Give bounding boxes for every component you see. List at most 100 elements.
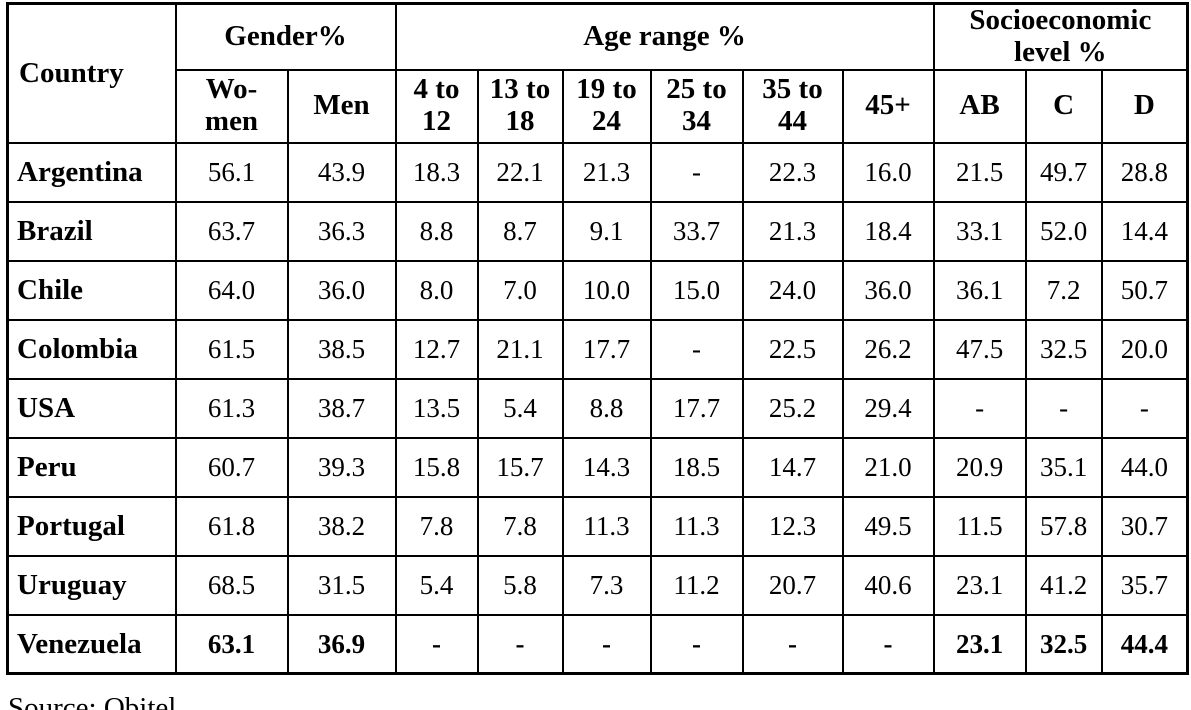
value-cell: - [741, 613, 844, 675]
column-header-women: Wo- men [174, 68, 289, 144]
row-header-country: Colombia [6, 318, 177, 380]
value-cell: - [932, 377, 1027, 439]
value-cell: 11.5 [932, 495, 1027, 557]
value-cell: 11.3 [561, 495, 652, 557]
column-header-ab: AB [932, 68, 1027, 144]
value-cell: 36.1 [932, 259, 1027, 321]
column-header-13-18: 13 to 18 [476, 68, 564, 144]
value-cell: - [1100, 377, 1189, 439]
column-header-45-plus: 45+ [841, 68, 935, 144]
row-header-country: Argentina [6, 141, 177, 203]
column-header-19-24: 19 to 24 [561, 68, 652, 144]
value-cell: 39.3 [286, 436, 397, 498]
value-cell: 8.7 [476, 200, 564, 262]
value-cell: 33.7 [649, 200, 744, 262]
row-header-country: Venezuela [6, 613, 177, 675]
value-cell: 23.1 [932, 554, 1027, 616]
table-row: Chile 64.0 36.0 8.0 7.0 10.0 15.0 24.0 36.0 36.1 7… [6, 259, 1189, 321]
value-cell: 44.4 [1100, 613, 1189, 675]
column-header-35-44: 35 to 44 [741, 68, 844, 144]
column-header-25-34: 25 to 34 [649, 68, 744, 144]
row-header-country: Peru [6, 436, 177, 498]
value-cell: 28.8 [1100, 141, 1189, 203]
value-cell: 30.7 [1100, 495, 1189, 557]
column-header-country: Country [6, 2, 177, 144]
header-sub-row: Wo- men Men 4 to 12 13 to 18 19 to 24 25… [8, 68, 1189, 144]
value-cell: 60.7 [174, 436, 289, 498]
value-cell: - [476, 613, 564, 675]
value-cell: 11.3 [649, 495, 744, 557]
value-cell: 8.0 [394, 259, 479, 321]
value-cell: 31.5 [286, 554, 397, 616]
row-header-country: Uruguay [6, 554, 177, 616]
table-row: Uruguay 68.5 31.5 5.4 5.8 7.3 11.2 20.7 40.6 23.1… [6, 554, 1189, 616]
value-cell: 61.8 [174, 495, 289, 557]
table-row: Portugal 61.8 38.2 7.8 7.8 11.3 11.3 12.3 49.5 11… [6, 495, 1189, 557]
value-cell: - [649, 318, 744, 380]
table-row: Peru 60.7 39.3 15.8 15.7 14.3 18.5 14.7 21.0 20.9… [6, 436, 1189, 498]
value-cell: 20.0 [1100, 318, 1189, 380]
value-cell: 64.0 [174, 259, 289, 321]
value-cell: 38.5 [286, 318, 397, 380]
value-cell: 26.2 [841, 318, 935, 380]
value-cell: - [394, 613, 479, 675]
value-cell: 14.4 [1100, 200, 1189, 262]
value-cell: - [649, 141, 744, 203]
value-cell: 7.0 [476, 259, 564, 321]
value-cell: 17.7 [561, 318, 652, 380]
row-header-country: Brazil [6, 200, 177, 262]
table-row: Argentina 56.1 43.9 18.3 22.1 21.3-22.3 16.0 21… [6, 141, 1189, 203]
value-cell: 21.0 [841, 436, 935, 498]
value-cell: 25.2 [741, 377, 844, 439]
source-caption: Source: Obitel [8, 692, 177, 710]
value-cell: - [1024, 377, 1103, 439]
value-cell: 68.5 [174, 554, 289, 616]
value-cell: 7.3 [561, 554, 652, 616]
value-cell: 12.7 [394, 318, 479, 380]
value-cell: 11.2 [649, 554, 744, 616]
value-cell: 7.2 [1024, 259, 1103, 321]
value-cell: - [649, 613, 744, 675]
value-cell: 38.2 [286, 495, 397, 557]
value-cell: 36.9 [286, 613, 397, 675]
value-cell: 41.2 [1024, 554, 1103, 616]
value-cell: - [841, 613, 935, 675]
value-cell: 9.1 [561, 200, 652, 262]
column-header-c: C [1024, 68, 1103, 144]
value-cell: 38.7 [286, 377, 397, 439]
header-group-row: Country Gender% Age range % Socioeconomi… [6, 2, 1189, 144]
value-cell: 22.3 [741, 141, 844, 203]
value-cell: 32.5 [1024, 318, 1103, 380]
value-cell: 32.5 [1024, 613, 1103, 675]
value-cell: 36.0 [841, 259, 935, 321]
value-cell: 24.0 [741, 259, 844, 321]
value-cell: 18.4 [841, 200, 935, 262]
value-cell: 63.7 [174, 200, 289, 262]
column-header-men: Men [286, 68, 397, 144]
row-header-country: Chile [6, 259, 177, 321]
value-cell: 23.1 [932, 613, 1027, 675]
table-row: Colombia 61.5 38.5 12.7 21.1 17.7-22.5 26.2 47.… [6, 318, 1189, 380]
value-cell: 21.5 [932, 141, 1027, 203]
value-cell: 47.5 [932, 318, 1027, 380]
table-header: Country Gender% Age range % Socioeconomi… [6, 2, 1189, 144]
value-cell: 20.9 [932, 436, 1027, 498]
value-cell: 15.0 [649, 259, 744, 321]
value-cell: 21.3 [741, 200, 844, 262]
demographics-table: Country Gender% Age range % Socioeconomi… [6, 2, 1190, 676]
value-cell: 50.7 [1100, 259, 1189, 321]
value-cell: 21.3 [561, 141, 652, 203]
value-cell: 20.7 [741, 554, 844, 616]
row-header-country: Portugal [6, 495, 177, 557]
value-cell: 17.7 [649, 377, 744, 439]
value-cell: 18.3 [394, 141, 479, 203]
value-cell: 29.4 [841, 377, 935, 439]
value-cell: 22.5 [741, 318, 844, 380]
value-cell: 5.8 [476, 554, 564, 616]
value-cell: 43.9 [286, 141, 397, 203]
table-row: Brazil 63.7 36.3 8.8 8.7 9.1 33.7 21.3 18.4 33.1 5… [6, 200, 1189, 262]
value-cell: 52.0 [1024, 200, 1103, 262]
value-cell: 7.8 [394, 495, 479, 557]
column-header-d: D [1100, 68, 1189, 144]
value-cell: 15.7 [476, 436, 564, 498]
